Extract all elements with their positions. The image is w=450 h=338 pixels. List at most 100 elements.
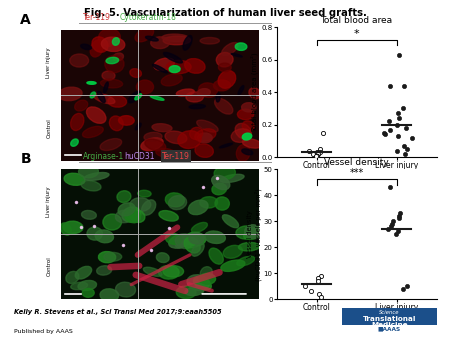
Ellipse shape [242, 103, 256, 112]
Ellipse shape [165, 193, 184, 207]
Ellipse shape [151, 37, 170, 49]
Ellipse shape [82, 288, 94, 297]
Ellipse shape [106, 57, 119, 64]
Point [312, 154, 319, 159]
Ellipse shape [231, 129, 252, 142]
Point [403, 283, 410, 289]
Point [306, 148, 313, 153]
Ellipse shape [198, 83, 218, 97]
Ellipse shape [104, 82, 108, 93]
Text: Arginase-1: Arginase-1 [83, 151, 125, 161]
Ellipse shape [162, 34, 189, 42]
Ellipse shape [93, 93, 115, 104]
Y-axis label: Total blood area (mm²): Total blood area (mm²) [251, 52, 259, 132]
Point [386, 127, 393, 132]
Ellipse shape [244, 227, 266, 240]
Ellipse shape [163, 36, 191, 45]
Point [318, 294, 325, 299]
Ellipse shape [165, 233, 182, 244]
Point [400, 83, 408, 88]
Point [316, 291, 323, 297]
Point [408, 135, 415, 140]
Ellipse shape [97, 91, 105, 103]
Text: B: B [20, 152, 31, 166]
Point [317, 273, 324, 279]
Ellipse shape [235, 43, 247, 50]
Ellipse shape [116, 282, 135, 297]
Ellipse shape [220, 143, 233, 148]
Ellipse shape [242, 121, 254, 131]
Point [387, 185, 394, 190]
Ellipse shape [200, 197, 218, 208]
Point [396, 115, 403, 121]
Ellipse shape [81, 44, 91, 50]
Ellipse shape [118, 116, 134, 125]
Ellipse shape [144, 267, 162, 276]
Ellipse shape [186, 92, 203, 102]
Ellipse shape [190, 127, 203, 140]
Point [314, 153, 321, 158]
Ellipse shape [64, 173, 85, 185]
Ellipse shape [181, 237, 200, 248]
Ellipse shape [235, 123, 252, 139]
Ellipse shape [187, 275, 210, 290]
Ellipse shape [99, 251, 116, 263]
Ellipse shape [197, 89, 210, 96]
Ellipse shape [130, 69, 141, 77]
Text: Published by AAAS: Published by AAAS [14, 329, 72, 334]
Ellipse shape [84, 172, 109, 180]
Ellipse shape [152, 124, 172, 132]
Point [394, 122, 401, 127]
Point [394, 111, 401, 116]
Ellipse shape [242, 149, 253, 155]
Ellipse shape [82, 126, 104, 138]
Ellipse shape [195, 144, 213, 158]
Ellipse shape [130, 210, 145, 222]
Ellipse shape [168, 196, 187, 210]
Point [388, 221, 395, 226]
Ellipse shape [112, 38, 119, 45]
Ellipse shape [215, 197, 230, 210]
Ellipse shape [163, 266, 184, 277]
Ellipse shape [189, 104, 205, 108]
Ellipse shape [100, 139, 122, 150]
Text: Ter-119: Ter-119 [83, 13, 111, 22]
Point [313, 153, 320, 158]
Ellipse shape [161, 74, 182, 86]
Ellipse shape [238, 109, 254, 120]
Ellipse shape [142, 200, 156, 215]
Text: Translational: Translational [363, 316, 416, 322]
Ellipse shape [99, 29, 120, 46]
Text: Medicine: Medicine [371, 322, 408, 328]
Ellipse shape [184, 58, 205, 73]
Ellipse shape [199, 273, 216, 284]
Point [390, 218, 397, 224]
Ellipse shape [195, 129, 216, 142]
Ellipse shape [184, 237, 200, 253]
Text: A: A [20, 13, 31, 27]
Ellipse shape [169, 234, 192, 248]
Ellipse shape [178, 234, 198, 244]
Ellipse shape [156, 148, 176, 158]
Ellipse shape [135, 28, 153, 42]
Ellipse shape [237, 256, 255, 266]
Ellipse shape [194, 277, 212, 290]
Point [387, 223, 395, 229]
Text: Fig. 5. Vascularization of human liver seed grafts.: Fig. 5. Vascularization of human liver s… [84, 8, 366, 19]
Ellipse shape [66, 271, 79, 284]
Point [400, 106, 407, 111]
Ellipse shape [220, 174, 244, 183]
Ellipse shape [216, 52, 233, 67]
Ellipse shape [92, 37, 108, 52]
Ellipse shape [90, 40, 104, 57]
Ellipse shape [78, 281, 97, 290]
Ellipse shape [189, 233, 204, 244]
Text: *: * [354, 29, 360, 39]
Ellipse shape [238, 86, 244, 95]
Ellipse shape [165, 131, 187, 144]
Ellipse shape [125, 210, 140, 223]
Ellipse shape [108, 96, 126, 107]
Ellipse shape [197, 120, 218, 132]
Text: Ter-119: Ter-119 [162, 151, 190, 161]
Ellipse shape [198, 133, 212, 143]
